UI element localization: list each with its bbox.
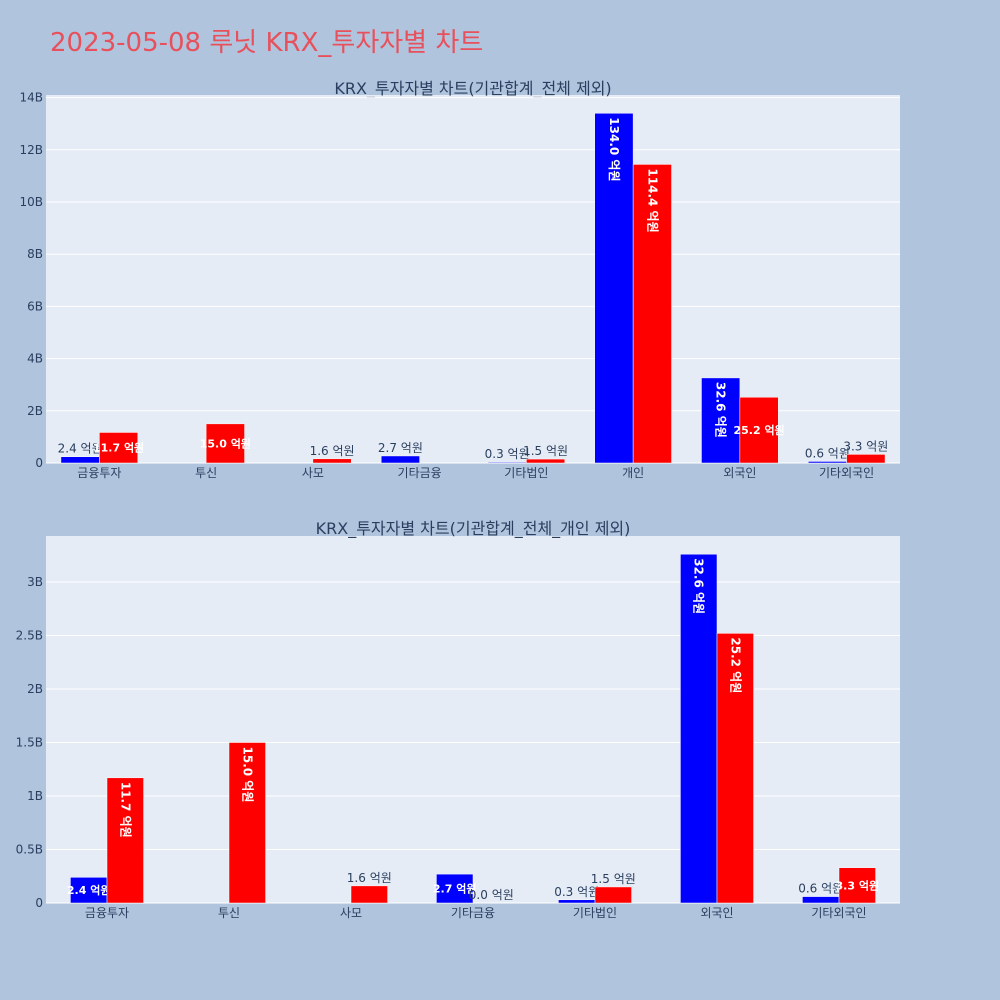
bar-label: 11.7 억원: [118, 782, 132, 838]
bar: [99, 432, 139, 464]
bar-label: 2.7 억원: [378, 441, 423, 455]
bar-label: 11.7 억원: [93, 441, 144, 455]
x-tick-label: 외국인: [700, 906, 733, 920]
x-tick-label: 외국인: [723, 466, 756, 480]
bar-label: 0.3 억원: [485, 447, 530, 461]
y-tick-label: 2B: [27, 682, 43, 696]
bar-label: 1.5 억원: [523, 444, 568, 458]
bar-label: 1.6 억원: [310, 444, 355, 458]
y-tick-label: 0: [35, 896, 43, 910]
x-tick-label: 투신: [195, 466, 217, 480]
y-tick-label: 8B: [27, 247, 43, 261]
bar: [680, 553, 718, 904]
y-tick-label: 10B: [19, 195, 43, 209]
x-tick-label: 사모: [302, 466, 324, 480]
bar: [807, 461, 847, 464]
bar: [739, 396, 779, 464]
bar-label: 0.6 억원: [798, 882, 843, 896]
bar: [487, 461, 527, 464]
bar: [526, 458, 566, 464]
bar-label: 1.6 억원: [347, 871, 392, 885]
x-tick-label: 사모: [340, 906, 362, 920]
y-tick-label: 2B: [27, 404, 43, 418]
bar: [701, 377, 741, 464]
x-tick-label: 기타외국인: [819, 466, 874, 480]
bar: [228, 742, 266, 904]
y-tick-label: 12B: [19, 143, 43, 157]
y-tick-label: 14B: [19, 91, 43, 105]
bar: [802, 896, 840, 904]
bar-label: 15.0 억원: [240, 747, 254, 803]
x-tick-label: 금융투자: [85, 906, 129, 920]
bar-label: 3.3 억원: [836, 878, 880, 892]
chart-title: KRX_투자자별 차트(기관합계_전체 제외): [334, 79, 611, 99]
y-tick-label: 6B: [27, 299, 43, 313]
plot-area: [46, 536, 900, 903]
bar: [558, 899, 596, 904]
bar: [846, 454, 886, 464]
chart-top: KRX_투자자별 차트(기관합계_전체 제외) 0 2B 4B 6B 8B 10B 12B 14…: [19, 79, 900, 480]
bar-label: 2.4 억원: [58, 442, 103, 456]
bar-label: 0.0 억원: [469, 888, 514, 902]
bar-label: 3.3 억원: [843, 439, 888, 453]
x-tick-label: 개인: [622, 466, 644, 480]
bar-label: 15.0 억원: [200, 436, 251, 450]
bar-label: 25.2 억원: [733, 423, 784, 437]
bar: [70, 877, 108, 904]
y-tick-label: 0.5B: [16, 843, 43, 857]
bar-label: 32.6 억원: [714, 382, 728, 438]
bar: [594, 113, 634, 464]
bar: [632, 164, 672, 464]
y-tick-label: 1.5B: [16, 736, 43, 750]
x-tick-label: 투신: [218, 906, 240, 920]
y-tick-label: 1B: [27, 789, 43, 803]
bar-label: 25.2 억원: [728, 637, 742, 693]
x-tick-label: 기타법인: [573, 906, 617, 920]
bar: [594, 886, 632, 904]
bar: [716, 633, 754, 904]
bar: [60, 456, 100, 464]
bar: [205, 423, 245, 464]
bar: [106, 777, 144, 904]
x-tick-label: 기타법인: [504, 466, 548, 480]
y-tick-label: 4B: [27, 352, 43, 366]
y-tick-label: 2.5B: [16, 629, 43, 643]
x-tick-label: 기타외국인: [811, 906, 866, 920]
chart-title: KRX_투자자별 차트(기관합계_전체_개인 제외): [316, 519, 631, 539]
bar: [380, 455, 420, 464]
bar-label: 0.6 억원: [805, 446, 850, 460]
bar: [838, 867, 876, 904]
bar-label: 134.0 억원: [607, 117, 621, 181]
bar-label: 114.4 억원: [645, 168, 659, 232]
bar: [312, 458, 352, 464]
bar-label: 2.4 억원: [67, 883, 111, 897]
bar: [436, 873, 474, 904]
x-tick-label: 기타금융: [451, 906, 495, 920]
bar-label: 32.6 억원: [692, 558, 706, 614]
page-title: 2023-05-08 루닛 KRX_투자자별 차트: [50, 28, 484, 58]
y-tick-label: 0: [35, 456, 43, 470]
chart-bottom: KRX_투자자별 차트(기관합계_전체_개인 제외) 0 0.5B 1B 1.5B 2B 2…: [16, 519, 900, 920]
x-tick-label: 금융투자: [77, 466, 121, 480]
bar: [350, 885, 388, 904]
y-tick-label: 3B: [27, 575, 43, 589]
bar-label: 1.5 억원: [591, 872, 636, 886]
bar-label: 0.3 억원: [554, 885, 599, 899]
x-tick-label: 기타금융: [398, 466, 442, 480]
bar-label: 2.7 억원: [433, 882, 477, 896]
